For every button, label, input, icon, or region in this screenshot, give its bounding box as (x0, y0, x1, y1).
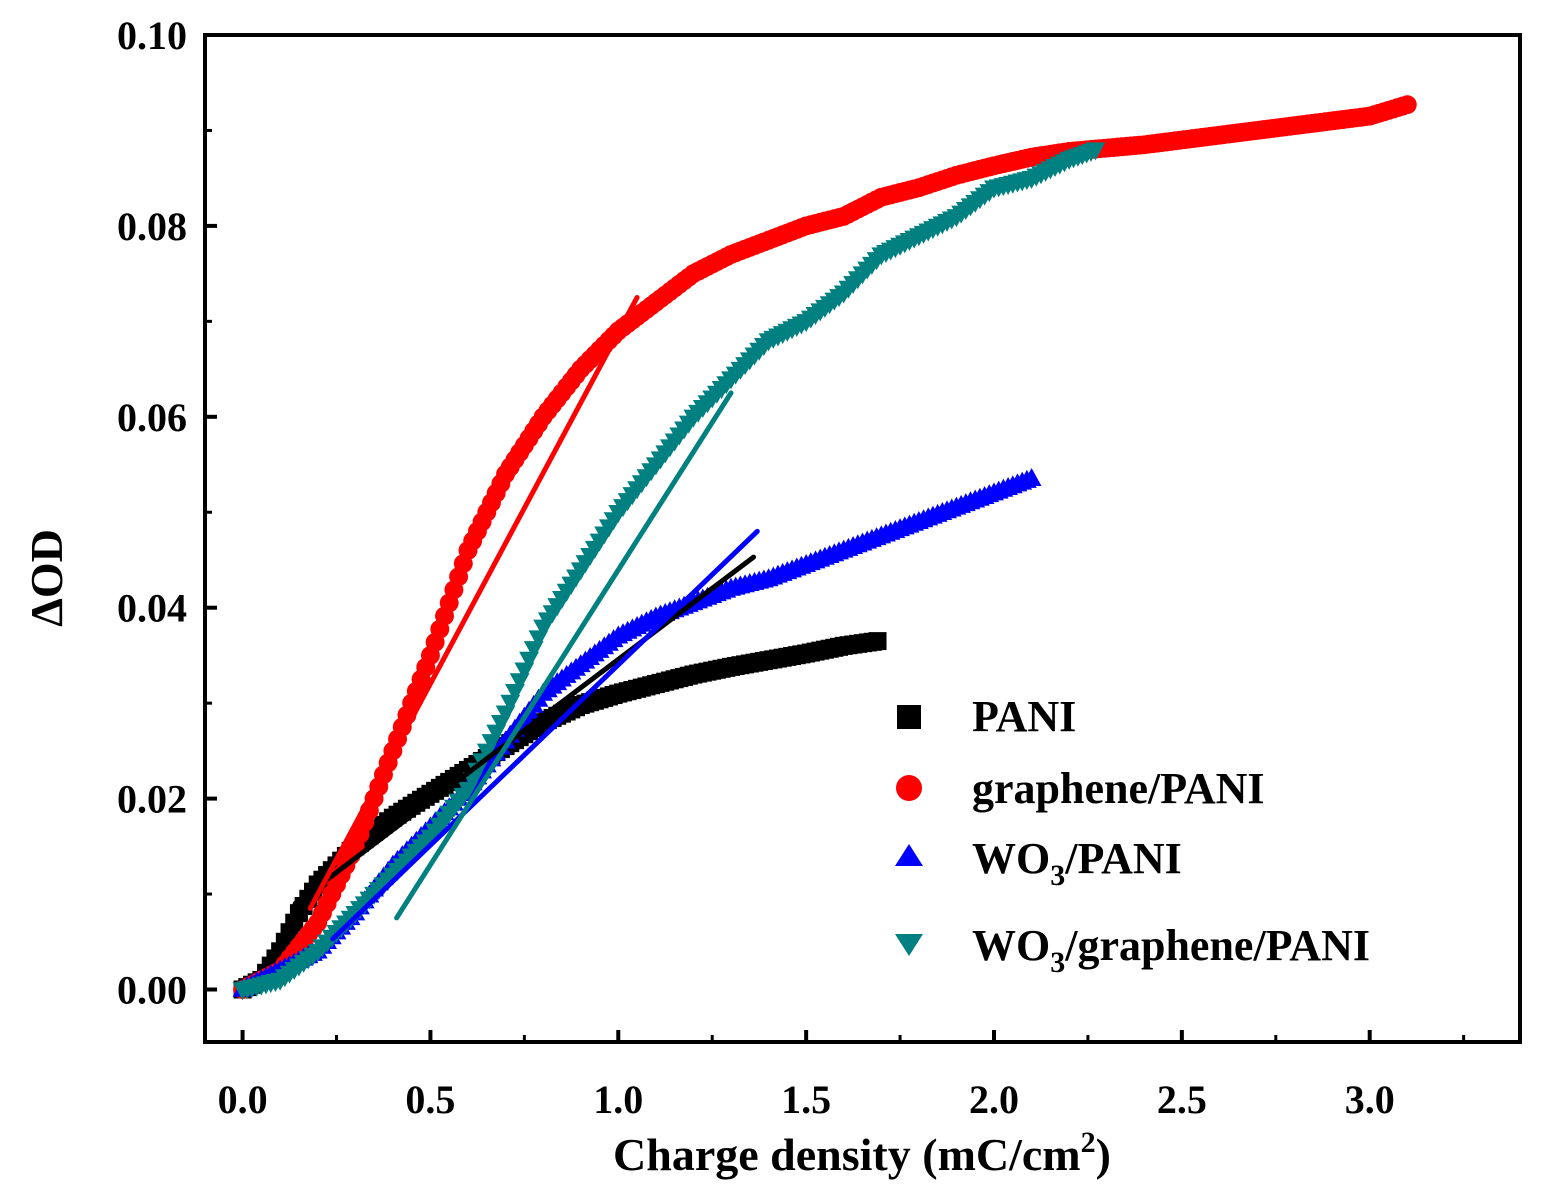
x-axis-title-close: ) (1096, 1129, 1111, 1180)
data-point (1085, 142, 1106, 161)
legend-wo3-pani-main: WO (972, 834, 1050, 883)
data-point (868, 632, 887, 651)
y-tick-label: 0.06 (117, 395, 187, 440)
y-tick-label: 0.02 (117, 777, 187, 822)
legend-label-pani: PANI (972, 692, 1076, 741)
axes: 0.0 0.5 1.0 1.5 2.0 2.5 3.0 0.00 0.02 0.04 0.06 0.0… (117, 13, 1466, 1122)
legend-label-wo3-pani: WO3/PANI (972, 834, 1182, 892)
x-tick-label: 1.0 (593, 1077, 643, 1122)
y-tick-label: 0.00 (117, 968, 187, 1013)
x-axis-title-main: Charge density (mC/cm (613, 1129, 1081, 1180)
x-tick-label: 0.5 (405, 1077, 455, 1122)
y-tick-label: 0.08 (117, 204, 187, 249)
legend-label-wo3-graphene-pani: WO3/graphene/PANI (972, 921, 1370, 979)
legend-wo3-graphene-pani-sub: 3 (1050, 946, 1065, 979)
fit-line-pani (292, 554, 757, 907)
legend-marker-pani (897, 705, 921, 729)
x-tick-label: 1.5 (781, 1077, 831, 1122)
fit-line-graphene-pani (307, 294, 640, 911)
legend-label-graphene-pani: graphene/PANI (972, 764, 1265, 813)
legend-wo3-graphene-pani-main: WO (972, 921, 1050, 970)
legend: PANI graphene/PANI WO3/PANI WO3/graphene… (895, 692, 1370, 979)
y-axis-title: ΔOD (21, 529, 72, 627)
legend-marker-graphene-pani (896, 775, 922, 801)
series-graphene-pani (233, 95, 1417, 999)
x-axis-title-sup: 2 (1081, 1126, 1096, 1159)
plot-data (232, 95, 1417, 1001)
y-tick-label: 0.10 (117, 13, 187, 58)
legend-wo3-pani-rest: /PANI (1064, 834, 1182, 883)
legend-marker-wo3-pani (895, 844, 923, 866)
x-tick-label: 2.0 (969, 1077, 1019, 1122)
fit-line-wo3-pani (330, 528, 760, 942)
legend-wo3-pani-sub: 3 (1050, 859, 1065, 892)
legend-wo3-graphene-pani-rest: /graphene/PANI (1064, 921, 1370, 970)
x-tick-label: 3.0 (1345, 1077, 1395, 1122)
legend-marker-wo3-graphene-pani (895, 934, 923, 956)
x-axis-title: Charge density (mC/cm2) (613, 1126, 1111, 1180)
data-point (1021, 468, 1042, 487)
x-tick-label: 0.0 (218, 1077, 268, 1122)
fit-line-wo3-graphene-pani (394, 390, 734, 921)
data-point (1397, 95, 1417, 115)
series-wo3-graphene-pani (232, 142, 1106, 1001)
y-tick-label: 0.04 (117, 586, 187, 631)
plot-frame (203, 33, 1522, 1044)
x-tick-label: 2.5 (1157, 1077, 1207, 1122)
